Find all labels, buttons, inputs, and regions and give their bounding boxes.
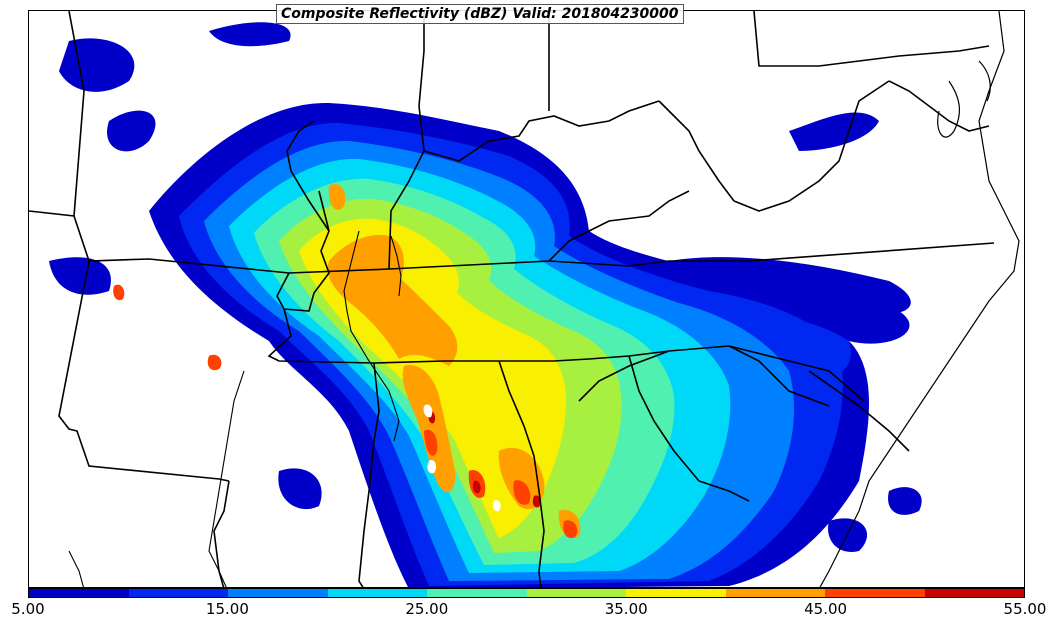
colorbar-tick-label: 45.00 bbox=[804, 600, 848, 618]
coastline bbox=[819, 11, 1020, 587]
colorbar-segment bbox=[526, 589, 626, 597]
colorbar-segment bbox=[128, 589, 228, 597]
reflectivity-map bbox=[29, 11, 1020, 587]
colorbar-segment bbox=[725, 589, 825, 597]
colorbar-tick-label: 35.00 bbox=[604, 600, 648, 618]
map-title: Composite Reflectivity (dBZ) Valid: 2018… bbox=[276, 4, 684, 24]
colorbar-tick-label: 25.00 bbox=[405, 600, 449, 618]
colorbar-tick-label: 15.00 bbox=[205, 600, 249, 618]
map-panel bbox=[28, 10, 1025, 588]
colorbar-segment bbox=[327, 589, 427, 597]
colorbar-segment bbox=[626, 589, 726, 597]
colorbar-segment bbox=[427, 589, 527, 597]
rivers bbox=[68, 230, 402, 587]
colorbar-tick-label: 5.00 bbox=[11, 600, 45, 618]
colorbar-tick-label: 55.00 bbox=[1003, 600, 1047, 618]
colorbar-segment bbox=[228, 589, 328, 597]
colorbar-segment bbox=[29, 589, 129, 597]
colorbar-segment bbox=[924, 589, 1024, 597]
colorbar-labels: 5.00 15.00 25.00 35.00 45.00 55.00 bbox=[0, 600, 1060, 622]
colorbar-segment bbox=[825, 589, 925, 597]
reflectivity-field bbox=[49, 22, 922, 587]
colorbar bbox=[28, 588, 1025, 598]
